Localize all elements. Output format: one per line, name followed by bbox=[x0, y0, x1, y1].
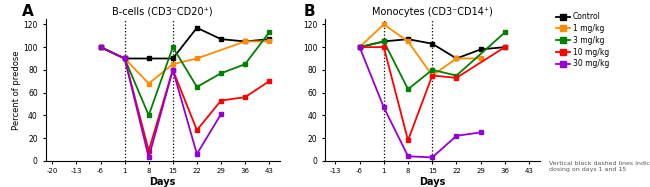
X-axis label: Days: Days bbox=[419, 177, 445, 187]
Text: A: A bbox=[22, 4, 34, 19]
Legend: Control, 1 mg/kg, 3 mg/kg, 10 mg/kg, 30 mg/kg: Control, 1 mg/kg, 3 mg/kg, 10 mg/kg, 30 … bbox=[553, 9, 612, 71]
Title: B-cells (CD3⁻CD20⁺): B-cells (CD3⁻CD20⁺) bbox=[112, 7, 213, 16]
Text: B: B bbox=[304, 4, 315, 19]
Title: Monocytes (CD3⁻CD14⁺): Monocytes (CD3⁻CD14⁺) bbox=[372, 7, 493, 16]
X-axis label: Days: Days bbox=[150, 177, 176, 187]
Text: Vertical black dashed lines indicate
dosing on days 1 and 15: Vertical black dashed lines indicate dos… bbox=[549, 161, 650, 172]
Y-axis label: Percent of predose: Percent of predose bbox=[12, 50, 21, 130]
